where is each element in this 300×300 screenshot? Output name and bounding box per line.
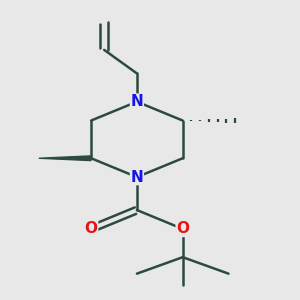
Polygon shape xyxy=(39,156,91,160)
Text: N: N xyxy=(130,169,143,184)
Text: O: O xyxy=(176,221,189,236)
Text: O: O xyxy=(85,221,98,236)
Text: N: N xyxy=(130,94,143,109)
